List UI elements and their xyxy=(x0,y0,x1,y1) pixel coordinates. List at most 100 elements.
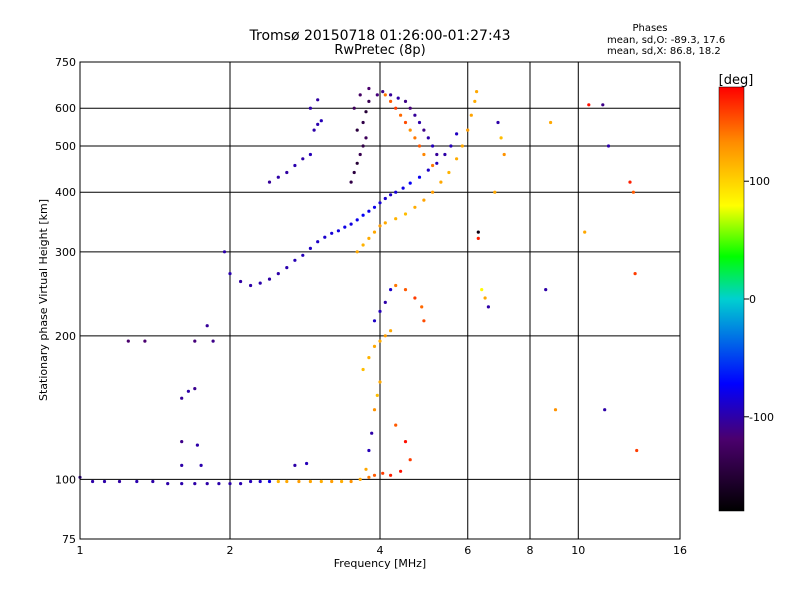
data-point xyxy=(435,152,439,157)
data-point xyxy=(549,120,553,125)
data-point xyxy=(381,471,385,475)
x-tick-label: 8 xyxy=(527,544,534,557)
data-point xyxy=(297,479,301,484)
data-point xyxy=(276,175,280,179)
data-point xyxy=(239,279,243,284)
data-point xyxy=(249,479,253,484)
data-point xyxy=(378,380,382,384)
data-point xyxy=(276,272,280,276)
x-tick-label: 6 xyxy=(464,544,471,557)
phase-stats-heading: Phases xyxy=(632,23,667,34)
data-point xyxy=(217,482,221,486)
data-point xyxy=(480,288,484,292)
data-point xyxy=(394,423,398,427)
data-point xyxy=(553,408,558,412)
y-tick-label: 750 xyxy=(55,56,76,69)
data-point xyxy=(633,272,637,276)
data-point xyxy=(349,479,353,484)
data-point xyxy=(239,482,243,486)
grid-lines xyxy=(80,62,680,539)
data-point xyxy=(394,106,398,110)
data-point xyxy=(267,180,272,184)
y-tick-label: 600 xyxy=(55,102,76,115)
data-point xyxy=(628,180,632,184)
data-point xyxy=(361,213,365,217)
data-point xyxy=(473,99,477,103)
data-point xyxy=(408,181,412,185)
data-point xyxy=(476,236,480,240)
data-point xyxy=(352,106,356,110)
data-point xyxy=(301,253,305,257)
data-point xyxy=(355,128,359,132)
colorbar xyxy=(718,86,745,512)
x-tick-label: 4 xyxy=(377,544,384,557)
data-point xyxy=(370,431,374,435)
data-point xyxy=(475,90,479,94)
data-point xyxy=(413,113,417,117)
data-point xyxy=(408,128,412,132)
colorbar-tick-label: 0 xyxy=(749,293,756,306)
data-point xyxy=(316,98,320,102)
data-point xyxy=(323,235,327,239)
data-point xyxy=(228,272,232,276)
data-point xyxy=(401,186,405,190)
data-point xyxy=(180,440,184,444)
data-point xyxy=(403,440,408,444)
data-point xyxy=(431,163,435,168)
data-point xyxy=(258,479,262,484)
data-point xyxy=(426,136,430,140)
data-point xyxy=(102,479,107,484)
data-point xyxy=(308,246,312,250)
data-point xyxy=(496,120,500,125)
data-point xyxy=(308,479,312,484)
data-point xyxy=(601,103,605,107)
data-point xyxy=(117,479,122,484)
data-point xyxy=(378,201,382,205)
data-point xyxy=(486,305,490,309)
data-point xyxy=(330,479,334,484)
data-point xyxy=(316,122,320,126)
data-point xyxy=(476,230,480,234)
data-point xyxy=(394,217,398,221)
data-point xyxy=(367,475,371,479)
data-point xyxy=(195,443,199,447)
data-point xyxy=(372,344,377,348)
data-point xyxy=(308,152,312,157)
data-point xyxy=(267,479,272,484)
data-point xyxy=(383,334,387,338)
data-point xyxy=(396,96,400,100)
data-point xyxy=(361,243,365,247)
data-point xyxy=(367,236,371,240)
data-point xyxy=(422,198,426,202)
data-point xyxy=(349,222,353,226)
data-point xyxy=(361,120,365,125)
data-point xyxy=(431,190,435,194)
data-point xyxy=(455,132,459,136)
y-axis-label: Stationary phase Virtual Height [km] xyxy=(37,199,50,401)
data-point xyxy=(460,144,464,148)
data-point xyxy=(389,193,393,197)
data-point xyxy=(193,482,197,486)
data-point xyxy=(439,180,443,184)
data-point xyxy=(394,283,398,288)
data-point xyxy=(378,309,382,313)
data-point xyxy=(358,93,362,97)
data-point xyxy=(285,479,289,484)
data-point xyxy=(276,479,280,484)
data-point xyxy=(449,144,453,148)
data-point xyxy=(285,266,289,270)
phase-stats-x: mean, sd,X: 86.8, 18.2 xyxy=(607,46,721,57)
data-point xyxy=(378,224,382,228)
data-point xyxy=(361,144,365,148)
data-point xyxy=(403,212,408,216)
data-point xyxy=(367,99,371,103)
data-point xyxy=(399,113,403,117)
data-point xyxy=(544,288,548,292)
data-point xyxy=(493,190,497,194)
data-point xyxy=(587,103,591,107)
data-point xyxy=(355,250,359,254)
data-point xyxy=(403,288,408,292)
data-point xyxy=(635,448,639,453)
data-point xyxy=(426,168,430,172)
data-point xyxy=(422,152,426,157)
